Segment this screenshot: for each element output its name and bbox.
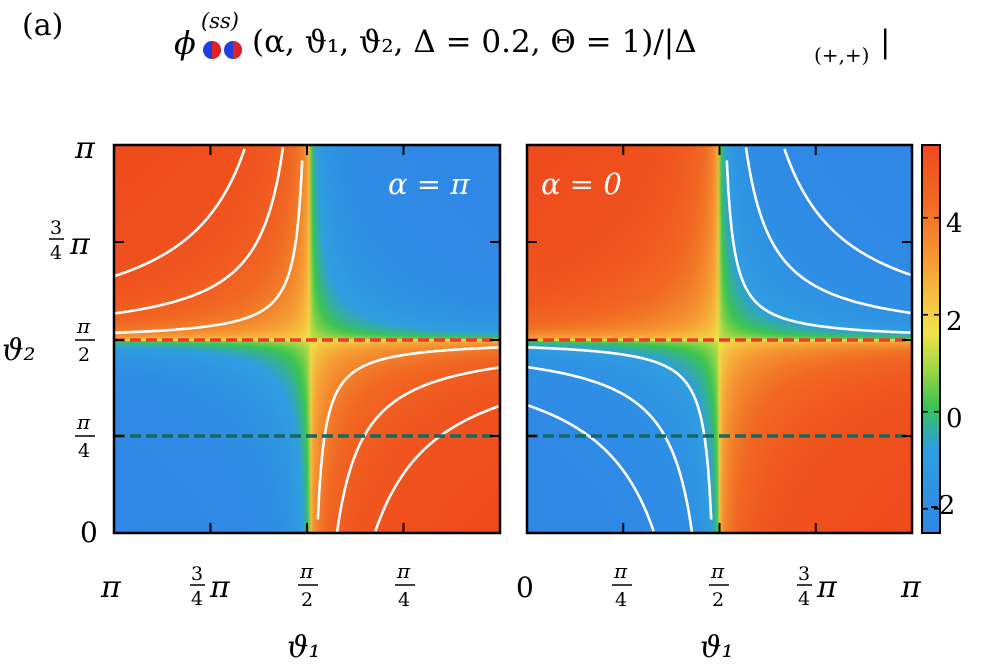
- svg-text:π: π: [396, 559, 411, 583]
- contour-left-outer-0: [374, 405, 499, 532]
- y-tick-pi: π: [74, 131, 96, 166]
- svg-text:π: π: [613, 559, 628, 583]
- title-subscript: (+,+): [814, 43, 869, 67]
- colorbar-tick-neg2: -2: [930, 491, 955, 521]
- svg-text:π: π: [710, 559, 725, 583]
- x-tick-left-pi-4: π 4: [395, 559, 415, 611]
- ylabel: ϑ₂: [2, 333, 35, 368]
- y-tick-3-4-pi: 3 4 π: [49, 217, 91, 264]
- svg-text:π: π: [900, 570, 922, 605]
- x-tick-left-pi: π: [100, 570, 122, 605]
- contour-left-inner-1: [115, 160, 304, 335]
- colorbar-tick-0: 0: [946, 404, 963, 434]
- svg-text:3: 3: [798, 563, 810, 585]
- contour-right-inner-0: [725, 160, 911, 334]
- x-tick-right-pi-4: π 4: [612, 559, 632, 611]
- title-close: |: [880, 24, 890, 60]
- svg-text:4: 4: [191, 588, 203, 610]
- panel-label: (a): [22, 8, 63, 43]
- svg-text:4: 4: [398, 589, 410, 611]
- x-tick-left-3-4-pi: 3 4 π: [190, 563, 231, 610]
- svg-text:π: π: [76, 314, 91, 338]
- svg-text:4: 4: [798, 588, 810, 610]
- contour-left-inner-0: [316, 346, 499, 520]
- x-tick-right-3-4-pi: 3 4 π: [797, 563, 838, 610]
- title-phi: ϕ: [174, 24, 196, 62]
- colorbar-tick-4: 4: [946, 209, 963, 239]
- overlay: [112, 143, 940, 535]
- contour-right-inner-1: [527, 346, 713, 520]
- colorbar: [921, 144, 941, 534]
- colorbar-tick-2: 2: [946, 307, 963, 337]
- xlabel-right: ϑ₁: [700, 630, 733, 665]
- svg-text:4: 4: [78, 440, 90, 462]
- svg-text:3: 3: [191, 563, 203, 585]
- svg-text:4: 4: [615, 589, 627, 611]
- svg-text:3: 3: [50, 217, 62, 239]
- colorbar-fill: [921, 144, 941, 534]
- contour-left-middle-1: [114, 147, 285, 315]
- svg-text:π: π: [100, 570, 122, 605]
- y-tick-0: 0: [80, 516, 98, 549]
- svg-text:π: π: [209, 570, 231, 605]
- svg-text:π: π: [69, 227, 91, 262]
- annotation-left: α = π: [388, 167, 470, 201]
- contour-right-middle-0: [744, 147, 911, 315]
- svg-text:2: 2: [301, 589, 313, 611]
- title-superscript: (ss): [201, 9, 239, 33]
- svg-text:π: π: [74, 131, 96, 166]
- svg-text:4: 4: [50, 242, 62, 264]
- annotation-right: α = 0: [541, 167, 622, 201]
- x-tick-right-pi-2: π 2: [709, 559, 729, 611]
- svg-text:π: π: [816, 570, 838, 605]
- svg-text:2: 2: [712, 589, 724, 611]
- svg-text:2: 2: [78, 344, 90, 366]
- contour-right-outer-1: [526, 403, 655, 532]
- title-args: (α, ϑ₁, ϑ₂, Δ = 0.2, Θ = 1)/|Δ: [252, 24, 697, 60]
- x-tick-right-0: 0: [516, 571, 534, 604]
- svg-text:π: π: [76, 410, 91, 434]
- x-tick-left-pi-2: π 2: [298, 559, 318, 611]
- x-tick-right-pi: π: [900, 570, 922, 605]
- svg-text:0: 0: [80, 516, 98, 549]
- y-tick-pi-2: π 2: [75, 314, 95, 366]
- contour-left-outer-1: [114, 148, 246, 278]
- svg-text:π: π: [299, 559, 314, 583]
- xlabel-left: ϑ₁: [287, 630, 320, 665]
- contour-right-outer-0: [783, 148, 912, 277]
- svg-text:0: 0: [516, 571, 534, 604]
- y-tick-pi-4: π 4: [75, 410, 95, 462]
- spin-dots-icon: [203, 41, 242, 59]
- chart-title: ϕ (ss) (α, ϑ₁, ϑ₂, Δ = 0.2, Θ = 1)/|Δ (+…: [174, 9, 890, 67]
